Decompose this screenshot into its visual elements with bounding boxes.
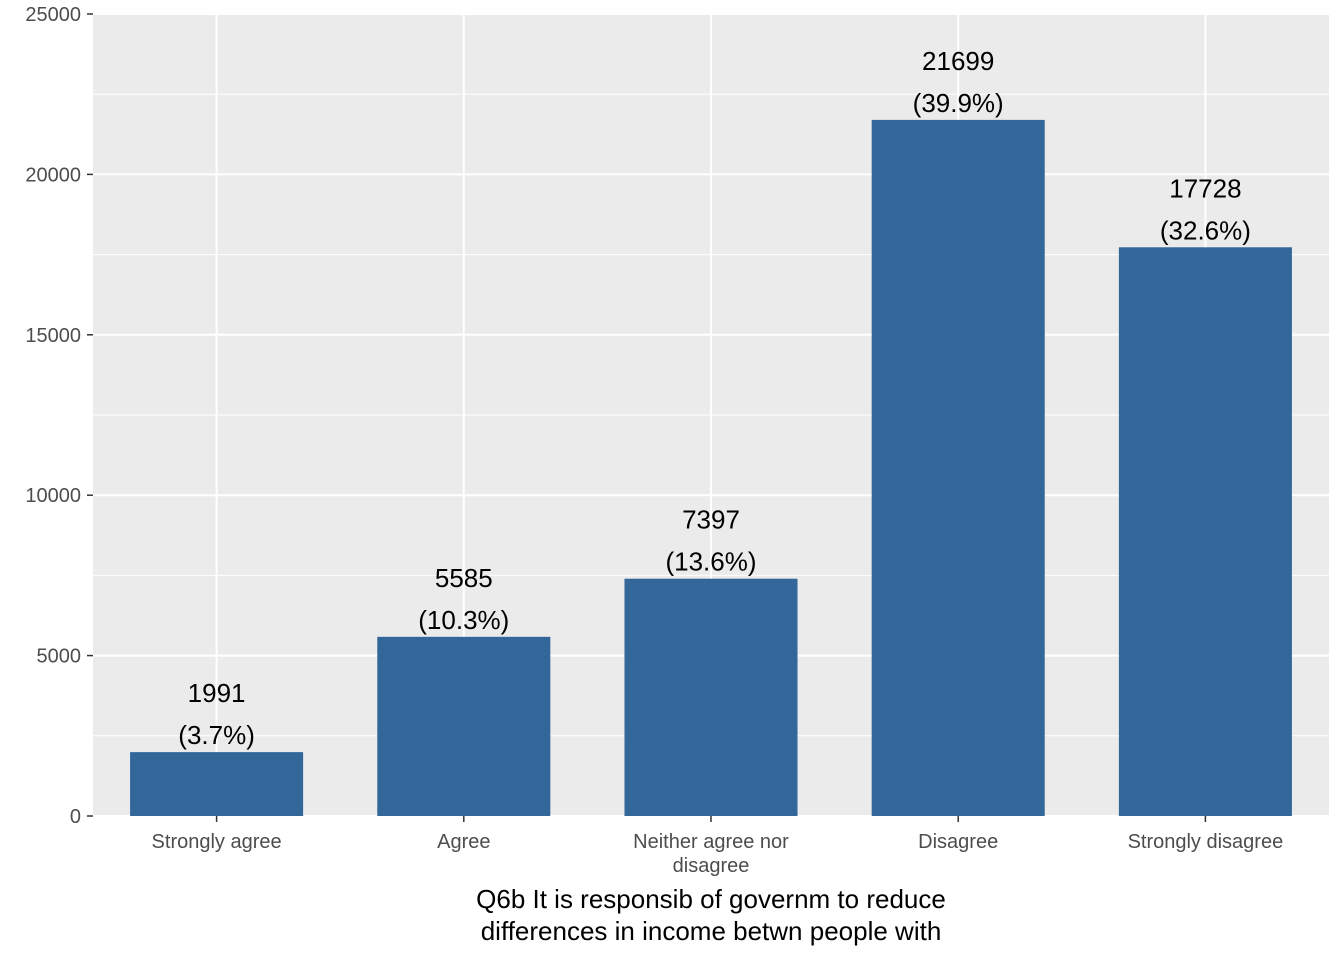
- x-tick-label: Strongly agree: [152, 831, 282, 853]
- bar-percent-label: (39.9%): [913, 88, 1004, 118]
- bar: [1118, 247, 1292, 816]
- x-axis: Strongly agree Agree Neither agree nor disa…: [152, 816, 1284, 877]
- bar: [130, 752, 304, 816]
- bar: [871, 119, 1045, 817]
- y-tick-label: 25000: [25, 4, 81, 26]
- bar-count-label: 17728: [1169, 173, 1241, 203]
- bar-count-label: 7397: [682, 505, 740, 535]
- x-tick-label: Disagree: [918, 831, 998, 853]
- bar-percent-label: (13.6%): [665, 547, 756, 577]
- x-axis-title: Q6b It is responsib of governm to reduce…: [476, 884, 946, 946]
- y-tick-label: 15000: [25, 325, 81, 347]
- bars: [130, 119, 1292, 817]
- bar-percent-label: (32.6%): [1160, 215, 1251, 245]
- bar-count-label: 21699: [922, 46, 994, 76]
- y-tick-label: 5000: [37, 646, 82, 668]
- y-axis: 0 5000 10000 15000 20000 25000: [25, 4, 93, 828]
- y-tick-label: 10000: [25, 485, 81, 507]
- bar: [624, 578, 798, 816]
- bar: [377, 636, 551, 816]
- y-tick-label: 20000: [25, 164, 81, 186]
- x-tick-label: Agree: [437, 831, 490, 853]
- bar-value-labels: 1991 (3.7%) 5585 (10.3%) 7397 (13.6%) 21699 (39…: [178, 46, 1251, 750]
- x-tick-label: Neither agree nor disagree: [633, 831, 789, 877]
- bar-count-label: 1991: [188, 678, 246, 708]
- bar-percent-label: (10.3%): [418, 605, 509, 635]
- bar-percent-label: (3.7%): [178, 720, 255, 750]
- y-tick-label: 0: [70, 806, 81, 828]
- x-tick-label: Strongly disagree: [1128, 831, 1284, 853]
- bar-count-label: 5585: [435, 563, 493, 593]
